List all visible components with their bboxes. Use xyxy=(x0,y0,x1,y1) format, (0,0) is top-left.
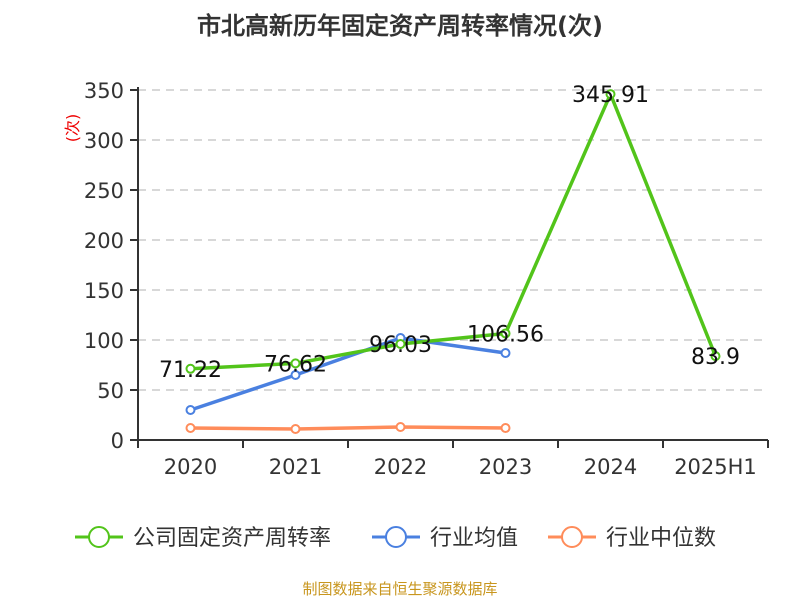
data-point xyxy=(395,338,406,349)
y-tick-label: 250 xyxy=(84,179,124,203)
data-point xyxy=(290,424,301,434)
data-label: 76.62 xyxy=(264,352,327,377)
data-label: 83.9 xyxy=(691,345,740,370)
legend-label: 行业均值 xyxy=(430,526,518,551)
data-point xyxy=(185,405,196,415)
y-tick-label: 150 xyxy=(84,279,124,303)
x-tick-label: 2021 xyxy=(269,455,322,479)
y-tick-label: 100 xyxy=(84,329,124,353)
data-label: 96.03 xyxy=(369,333,432,358)
data-label: 345.91 xyxy=(572,83,649,108)
legend-label: 行业中位数 xyxy=(606,526,716,551)
data-point xyxy=(500,423,511,433)
data-point xyxy=(185,423,196,433)
data-point xyxy=(185,363,196,374)
legend-marker xyxy=(385,526,407,548)
legend-marker xyxy=(561,526,583,548)
x-tick-label: 2023 xyxy=(479,455,532,479)
y-tick-label: 200 xyxy=(84,229,124,253)
y-tick-label: 350 xyxy=(84,79,124,103)
data-point xyxy=(290,370,301,380)
y-tick-label: 0 xyxy=(111,429,124,453)
legend-marker xyxy=(88,526,110,548)
data-point xyxy=(605,89,616,100)
y-axis-label: (次) xyxy=(63,114,82,143)
x-tick-label: 2025H1 xyxy=(674,455,757,479)
data-point xyxy=(290,358,301,369)
y-tick-label: 50 xyxy=(97,379,124,403)
series-line xyxy=(190,89,718,371)
data-point xyxy=(500,328,511,339)
legend-label: 公司固定资产周转率 xyxy=(133,526,331,551)
data-point xyxy=(500,348,511,358)
data-label: 106.56 xyxy=(467,322,544,347)
x-tick-label: 2022 xyxy=(374,455,427,479)
series-line xyxy=(190,425,506,431)
data-point xyxy=(710,351,721,362)
data-label: 71.22 xyxy=(159,358,222,383)
data-point xyxy=(395,422,406,432)
y-tick-label: 300 xyxy=(84,129,124,153)
chart-title: 市北高新历年固定资产周转率情况(次) xyxy=(197,12,603,40)
source-note: 制图数据来自恒生聚源数据库 xyxy=(302,580,498,598)
x-tick-label: 2024 xyxy=(584,455,637,479)
x-tick-label: 2020 xyxy=(164,455,217,479)
series-line xyxy=(189,336,506,412)
